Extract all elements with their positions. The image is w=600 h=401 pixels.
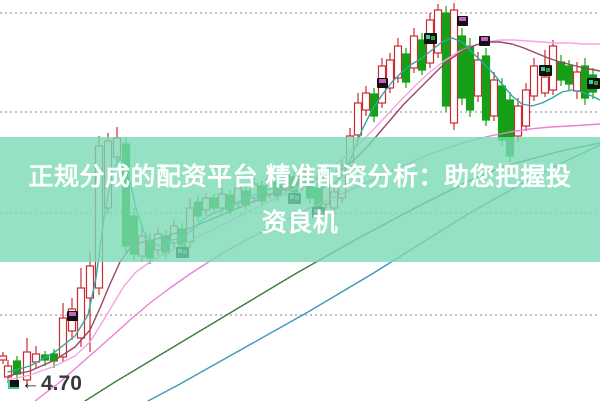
- promo-text-line1: 正规分成的配资平台 精准配资分析：助您把握投: [28, 162, 572, 191]
- promo-text-line2: 资良机: [261, 208, 339, 237]
- left-arrow-icon: ←: [21, 373, 40, 394]
- promo-banner: 正规分成的配资平台 精准配资分析：助您把握投 资良机: [0, 137, 600, 262]
- signal-marker-icon: [8, 379, 19, 389]
- price-label: ← 4.70: [8, 372, 82, 396]
- price-label-value: 4.70: [41, 372, 82, 395]
